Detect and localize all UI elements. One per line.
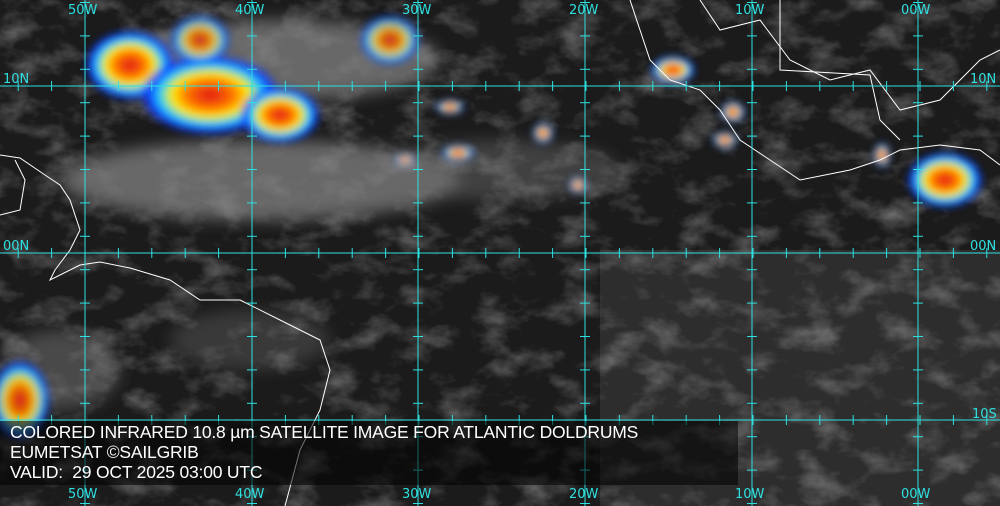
lat-label-right: 10S	[972, 407, 997, 422]
lat-label-right: 10N	[970, 72, 997, 87]
lat-label-left: 00N	[3, 239, 30, 254]
lon-label-bottom: 20W	[569, 487, 599, 502]
lon-label-bottom: 50W	[68, 487, 98, 502]
lon-label-top: 10W	[735, 3, 765, 18]
lon-label-bottom: 30W	[402, 487, 432, 502]
lat-label-left: 10N	[3, 72, 30, 87]
convective-storms	[0, 15, 983, 440]
lon-label-bottom: 40W	[235, 487, 265, 502]
lon-label-bottom: 10W	[735, 487, 765, 502]
lat-label-right: 00N	[970, 239, 997, 254]
lon-label-top: 30W	[402, 3, 432, 18]
caption-box: COLORED INFRARED 10.8 µm SATELLITE IMAGE…	[0, 421, 738, 485]
caption-title: COLORED INFRARED 10.8 µm SATELLITE IMAGE…	[10, 422, 639, 442]
lon-label-top: 20W	[569, 3, 599, 18]
caption-valid-time: VALID: 29 OCT 2025 03:00 UTC	[10, 462, 263, 482]
lon-label-top: 00W	[901, 3, 931, 18]
lon-label-top: 50W	[68, 3, 98, 18]
lon-label-top: 40W	[235, 3, 265, 18]
lon-label-bottom: 00W	[901, 487, 931, 502]
caption-credit: EUMETSAT ©SAILGRIB	[10, 442, 199, 462]
